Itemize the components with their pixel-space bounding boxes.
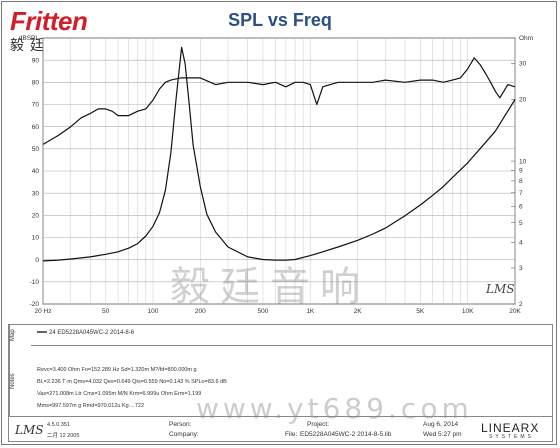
spl-curve: [42, 57, 516, 145]
map-swatch: [37, 331, 47, 334]
y-right-tick-label: 6: [519, 204, 523, 211]
y-left-tick-label: dBSPL: [19, 35, 40, 42]
watermark-center: 毅廷音响: [170, 264, 370, 310]
y-left-tick-label: 30: [32, 190, 40, 197]
footer-file-value: ED5228A045WC-2 2014-8-5.lib: [300, 431, 392, 438]
map-entry-text: 24 ED5228A045WC-2 2014-8-6: [49, 330, 135, 336]
y-right-tick-label: 7: [519, 190, 523, 197]
y-right-tick-label: 9: [519, 168, 523, 175]
y-left-tick-label: 60: [32, 124, 40, 131]
y-left-tick-label: 10: [32, 235, 40, 242]
footer-project-label: Project:: [307, 421, 330, 428]
note-line-1: Revc=3.400 Ohm Fo=152.289 Hz Sd=1.320m M…: [37, 367, 197, 373]
y-right-tick-label: 30: [519, 61, 527, 68]
footer-version: 4.5.0.351: [47, 422, 70, 428]
footer-bar: LMS 4.5.0.351 二月 12 2005 Person: Company…: [8, 416, 553, 442]
map-entry: 24 ED5228A045WC-2 2014-8-6: [37, 330, 134, 336]
watermark-url: www.yt689.com: [196, 392, 473, 425]
y-right-tick-label: 4: [519, 240, 523, 247]
x-tick-label: 10K: [462, 308, 474, 315]
y-left-tick-label: 0: [35, 257, 39, 264]
x-tick-label: 200: [195, 308, 206, 315]
y-left-tick-label: 20: [32, 213, 40, 220]
linearx-logo: LINEARX: [481, 421, 540, 435]
notes-row: Revc=3.400 Ohm Fo=152.289 Hz Sd=1.320m M…: [31, 345, 552, 417]
notes-label: Notes: [9, 345, 31, 417]
footer-date: Aug 6, 2014: [423, 421, 459, 428]
y-right-tick-label: 5: [519, 220, 523, 227]
y-left-tick-label: 80: [32, 80, 40, 87]
x-tick-label: 2K: [354, 308, 363, 315]
footer-company-label: Company:: [169, 431, 199, 438]
y-left-tick-label: 50: [32, 146, 40, 153]
y-left-tick-label: -10: [30, 279, 40, 286]
map-row: 24 ED5228A045WC-2 2014-8-6: [31, 325, 552, 346]
footer-build-date: 二月 12 2005: [47, 433, 80, 439]
lms-annotation: LMS: [486, 282, 515, 296]
y-left-tick-label: -20: [30, 301, 40, 308]
note-line-3: Vas=271.008m Ltr Cms=1.095m M/N Krm=6.99…: [37, 391, 202, 397]
note-line-2: BL=2.236 T·m Qms=4.032 Qes=0.649 Qts=0.5…: [37, 379, 227, 385]
y-right-tick-label: Ohm: [519, 35, 533, 42]
footer-person-label: Person:: [169, 421, 192, 428]
x-tick-label: 20 Hz: [35, 308, 52, 315]
logo-brand: Fritten: [10, 6, 88, 36]
y-right-tick-label: 3: [519, 265, 523, 272]
chart-title: SPL vs Freq: [228, 10, 332, 30]
y-left-tick-label: 90: [32, 57, 40, 64]
note-line-4: Mms=997.597m g Rmd=970.012u Kg ...722: [37, 403, 145, 409]
x-tick-label: 20K: [509, 308, 521, 315]
x-tick-label: 500: [258, 308, 269, 315]
y-left-tick-label: 70: [32, 102, 40, 109]
y-right-tick-label: 2: [519, 301, 523, 308]
x-tick-label: 50: [102, 308, 110, 315]
footer-lms-logo: LMS: [15, 423, 44, 437]
impedance-curve: [42, 46, 516, 262]
y-right-tick-label: 10: [519, 158, 527, 165]
x-tick-label: 1K: [306, 308, 315, 315]
footer-time: Wed 5:27 pm: [423, 431, 462, 438]
x-tick-label: 100: [148, 308, 159, 315]
map-label: Map: [9, 325, 31, 345]
linearx-sub: SYSTEMS: [489, 434, 534, 440]
y-right-tick-label: 20: [519, 97, 527, 104]
footer-file-label: File:: [285, 431, 298, 438]
y-left-tick-label: 40: [32, 168, 40, 175]
y-right-tick-label: 8: [519, 178, 523, 185]
x-tick-label: 5K: [416, 308, 425, 315]
